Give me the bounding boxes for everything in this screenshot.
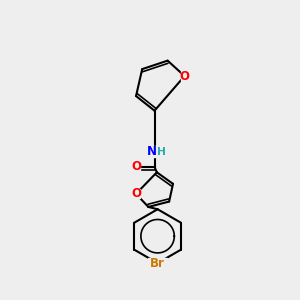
FancyBboxPatch shape (148, 258, 167, 268)
Text: N: N (146, 145, 156, 158)
Text: O: O (132, 160, 142, 173)
FancyBboxPatch shape (133, 189, 140, 199)
FancyBboxPatch shape (145, 146, 170, 157)
FancyBboxPatch shape (133, 162, 140, 172)
FancyBboxPatch shape (181, 71, 188, 81)
Text: O: O (131, 187, 141, 200)
Text: Br: Br (150, 257, 165, 270)
Text: H: H (157, 147, 166, 157)
Text: O: O (179, 70, 190, 83)
